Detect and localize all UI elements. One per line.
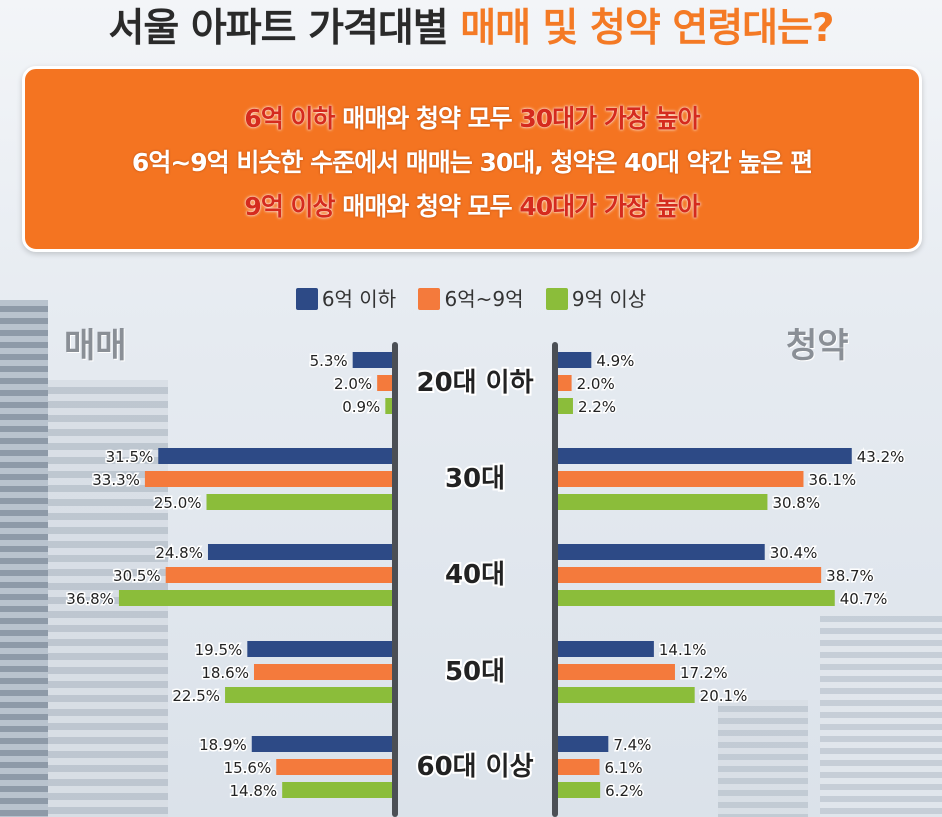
data-label-left-0-2: 24.8%	[155, 544, 203, 562]
data-label-right-2-3: 20.1%	[700, 687, 748, 705]
data-label-left-1-3: 18.6%	[201, 664, 249, 682]
legend-item-over-9: 9억 이상	[545, 283, 647, 312]
title-highlight: 매매 및 청약 연령대는?	[460, 6, 834, 51]
data-label-right-2-1: 30.8%	[772, 494, 820, 512]
bar-right-1-0	[558, 375, 572, 391]
bar-right-2-2	[558, 590, 835, 606]
bar-left-2-1	[206, 494, 392, 510]
summary-line-3-c: 40대가 가장 높아	[519, 192, 700, 221]
data-label-right-0-0: 4.9%	[596, 352, 634, 370]
legend-swatch-orange	[418, 288, 441, 310]
building-right-tall	[820, 610, 942, 817]
left-divider-pole	[392, 342, 398, 817]
category-label-0: 20대 이하	[417, 368, 534, 398]
data-label-right-0-3: 14.1%	[659, 641, 707, 659]
bar-right-2-3	[558, 687, 695, 703]
right-divider-pole	[552, 342, 558, 817]
data-label-right-2-0: 2.2%	[578, 398, 616, 416]
bar-right-0-2	[558, 544, 765, 560]
summary-line-2: 6억~9억 비슷한 수준에서 매매는 30대, 청약은 40대 약간 높은 편	[131, 148, 813, 177]
bar-left-1-0	[377, 375, 392, 391]
summary-line-1: 6억 이하 매매와 청약 모두 30대가 가장 높아	[25, 99, 919, 135]
bar-right-0-0	[558, 352, 592, 368]
legend-label: 6억~9억	[444, 287, 524, 311]
category-label-1: 30대	[445, 464, 505, 494]
bar-left-1-4	[276, 759, 392, 775]
bar-left-1-3	[253, 664, 392, 680]
data-label-right-0-2: 30.4%	[770, 544, 818, 562]
building-right-back	[718, 700, 808, 817]
bar-right-0-1	[558, 448, 852, 464]
summary-line-1-b: 매매와 청약 모두	[334, 104, 520, 133]
data-label-left-1-4: 15.6%	[224, 759, 272, 777]
bar-right-1-1	[558, 471, 804, 487]
title-prefix: 서울 아파트 가격대별	[108, 6, 461, 51]
bar-left-2-2	[118, 590, 392, 606]
data-label-left-2-1: 25.0%	[154, 494, 202, 512]
data-label-right-2-4: 6.2%	[605, 782, 643, 800]
bar-left-2-0	[385, 398, 392, 414]
bar-right-2-1	[558, 494, 768, 510]
bar-left-0-1	[158, 448, 392, 464]
panel-label-right: 청약	[786, 326, 849, 366]
legend-label: 9억 이상	[571, 287, 647, 311]
data-label-right-1-2: 38.7%	[826, 567, 874, 585]
data-label-left-2-3: 22.5%	[172, 687, 220, 705]
summary-line-1-c: 30대가 가장 높아	[519, 104, 700, 133]
data-label-right-0-4: 7.4%	[613, 736, 651, 754]
data-label-left-0-1: 31.5%	[106, 448, 154, 466]
data-label-right-0-1: 43.2%	[857, 448, 905, 466]
data-label-left-2-4: 14.8%	[230, 782, 278, 800]
panel-label-left: 매매	[64, 326, 127, 366]
data-label-left-2-0: 0.9%	[342, 398, 380, 416]
chart-legend: 6억 이하 6억~9억 9억 이상	[0, 283, 942, 312]
bar-right-0-3	[558, 641, 654, 657]
bar-right-2-4	[558, 782, 601, 798]
legend-item-under-6: 6억 이하	[295, 283, 397, 312]
category-label-2: 40대	[445, 560, 505, 590]
bar-left-1-1	[144, 471, 392, 487]
legend-label: 6억 이하	[321, 287, 397, 311]
bar-left-0-2	[207, 544, 392, 560]
bar-right-1-4	[558, 759, 600, 775]
legend-item-6-to-9: 6억~9억	[418, 283, 524, 312]
category-label-4: 60대 이상	[417, 752, 534, 782]
summary-line-3: 9억 이상 매매와 청약 모두 40대가 가장 높아	[25, 187, 919, 223]
data-label-right-1-3: 17.2%	[680, 664, 728, 682]
bar-left-0-4	[251, 736, 392, 752]
data-label-left-2-2: 36.8%	[66, 590, 114, 608]
bar-right-1-3	[558, 664, 675, 680]
summary-line-3-a: 9억 이상	[244, 192, 335, 221]
summary-line-1-a: 6억 이하	[244, 104, 335, 133]
bar-right-0-4	[558, 736, 609, 752]
bar-left-0-0	[352, 352, 392, 368]
data-label-left-1-1: 33.3%	[92, 471, 140, 489]
bar-right-2-0	[558, 398, 573, 414]
data-label-right-2-2: 40.7%	[840, 590, 888, 608]
legend-swatch-green	[545, 288, 568, 310]
data-label-left-0-4: 18.9%	[199, 736, 247, 754]
bar-left-2-4	[282, 782, 392, 798]
building-left-tall	[0, 300, 48, 817]
data-label-right-1-1: 36.1%	[808, 471, 856, 489]
legend-swatch-blue	[295, 288, 318, 310]
summary-panel: 6억 이하 매매와 청약 모두 30대가 가장 높아 6억~9억 비슷한 수준에…	[22, 66, 922, 252]
data-label-right-1-4: 6.1%	[604, 759, 642, 777]
data-label-left-1-2: 30.5%	[113, 567, 161, 585]
data-label-right-1-0: 2.0%	[577, 375, 615, 393]
bar-left-0-3	[247, 641, 392, 657]
page-title: 서울 아파트 가격대별 매매 및 청약 연령대는?	[0, 2, 942, 56]
data-label-left-0-3: 19.5%	[195, 641, 243, 659]
data-label-left-0-0: 5.3%	[310, 352, 348, 370]
bar-left-1-2	[165, 567, 392, 583]
bar-right-1-2	[558, 567, 822, 583]
summary-line-3-b: 매매와 청약 모두	[334, 192, 520, 221]
bar-left-2-3	[225, 687, 392, 703]
category-label-3: 50대	[445, 657, 505, 687]
data-label-left-1-0: 2.0%	[334, 375, 372, 393]
